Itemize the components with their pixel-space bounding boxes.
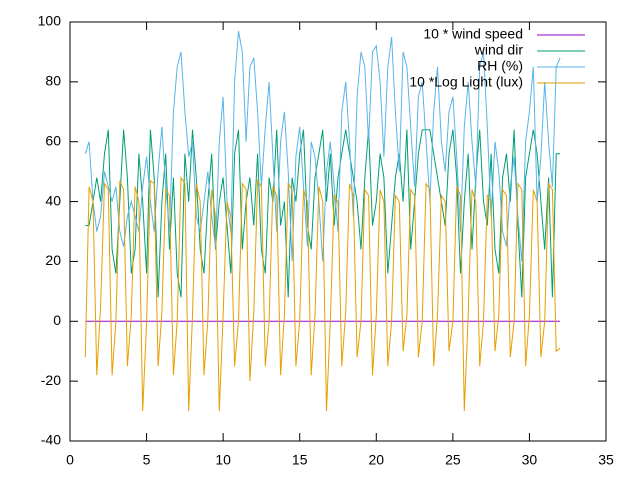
x-tick-label: 20 [368, 452, 384, 468]
x-tick-label: 0 [66, 452, 74, 468]
series-line [84, 175, 561, 412]
legend-label: 10 * wind speed [423, 26, 523, 42]
y-tick-label: -40 [41, 432, 61, 448]
plot-border [69, 21, 607, 442]
y-tick-label: 20 [45, 252, 61, 268]
legend-label: wind dir [474, 42, 524, 58]
y-tick-label: -20 [41, 372, 61, 388]
x-tick-label: 10 [215, 452, 231, 468]
legend-label: RH (%) [477, 58, 523, 74]
y-tick-label: 40 [45, 192, 61, 208]
y-tick-label: 100 [38, 13, 62, 29]
x-tick-label: 15 [292, 452, 308, 468]
x-tick-label: 5 [143, 452, 151, 468]
legend-label: 10 *Log Light (lux) [409, 74, 523, 90]
series-line [84, 30, 561, 262]
x-tick-label: 30 [522, 452, 538, 468]
x-tick-label: 35 [598, 452, 614, 468]
y-tick-label: 0 [53, 312, 61, 328]
x-tick-label: 25 [445, 452, 461, 468]
y-tick-label: 60 [45, 132, 61, 148]
y-tick-label: 80 [45, 73, 61, 89]
